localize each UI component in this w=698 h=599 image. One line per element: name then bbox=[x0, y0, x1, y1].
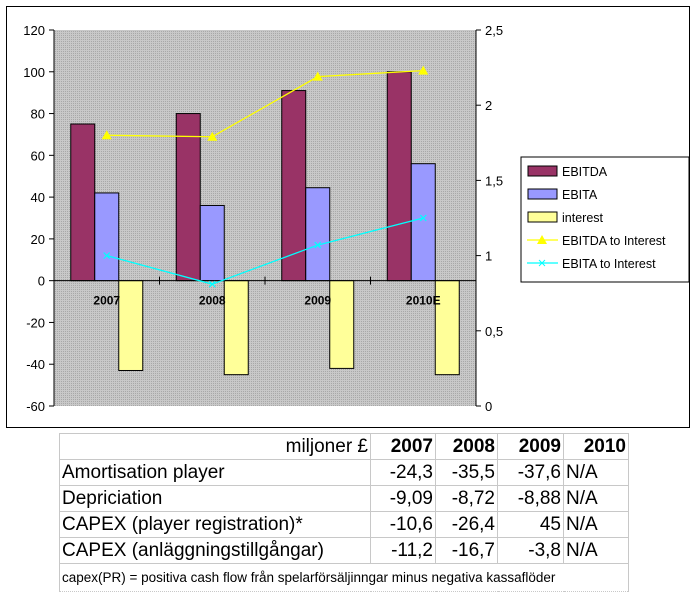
cell-value: N/A bbox=[563, 485, 629, 512]
legend-label: EBITA bbox=[562, 188, 598, 202]
legend-swatch bbox=[527, 188, 558, 200]
cell-value: -8,72 bbox=[435, 485, 498, 512]
marker-x bbox=[314, 241, 322, 249]
left-tick-label: 0 bbox=[38, 274, 45, 289]
category-label: 2007 bbox=[93, 294, 120, 308]
left-tick-label: 60 bbox=[31, 148, 45, 163]
category-label: 2008 bbox=[199, 294, 226, 308]
table-footnote-row: capex(PR) = positiva cash flow från spel… bbox=[59, 563, 629, 592]
cell-value: N/A bbox=[563, 511, 629, 538]
legend-label: EBITDA to Interest bbox=[562, 234, 666, 248]
bar-ebita bbox=[305, 187, 331, 282]
marker-x bbox=[208, 280, 216, 288]
year-header: 2007 bbox=[370, 433, 436, 460]
category-label: 2009 bbox=[304, 294, 331, 308]
cell-value: -3,8 bbox=[497, 537, 564, 564]
cell-value: -35,5 bbox=[435, 459, 498, 486]
bar-ebita bbox=[94, 192, 120, 282]
line-ebita-to-interest bbox=[106, 217, 424, 285]
table-header-row: miljoner £ 2007 2008 2009 2010 bbox=[59, 433, 629, 460]
year-header: 2009 bbox=[497, 433, 564, 460]
cell-value: -11,2 bbox=[370, 537, 436, 564]
cell-value: -37,6 bbox=[497, 459, 564, 486]
marker-x-stroke bbox=[208, 280, 216, 288]
bar-ebitda bbox=[70, 123, 96, 282]
right-tick-label: 1 bbox=[485, 249, 492, 264]
legend-label: interest bbox=[562, 211, 604, 225]
row-label: CAPEX (anläggningstillgångar) bbox=[59, 537, 371, 564]
table-row: Amortisation player -24,3 -35,5 -37,6 N/… bbox=[59, 459, 629, 486]
table-row: Depriciation -9,09 -8,72 -8,88 N/A bbox=[59, 485, 629, 512]
marker-x-stroke bbox=[103, 252, 111, 260]
financial-table: miljoner £ 2007 2008 2009 2010 Amortisat… bbox=[59, 433, 629, 592]
marker-x-stroke bbox=[314, 241, 322, 249]
marker-x bbox=[419, 214, 427, 222]
marker-x bbox=[103, 252, 111, 260]
legend-swatch bbox=[527, 211, 558, 223]
marker-x-stroke bbox=[419, 214, 427, 222]
marker-triangle bbox=[418, 65, 429, 75]
legend-swatch bbox=[527, 165, 558, 177]
line-ebitda-to-interest bbox=[106, 69, 424, 138]
footnote: capex(PR) = positiva cash flow från spel… bbox=[59, 563, 629, 592]
cell-value: N/A bbox=[563, 537, 629, 564]
bar-ebitda bbox=[175, 113, 201, 282]
right-tick-label: 0 bbox=[485, 399, 492, 414]
bar-interest bbox=[434, 280, 460, 376]
right-tick-label: 0,5 bbox=[485, 324, 503, 339]
marker-triangle bbox=[207, 131, 218, 141]
legend-label: EBITDA bbox=[562, 165, 608, 179]
cell-value: N/A bbox=[563, 459, 629, 486]
table-row: CAPEX (player registration)* -10,6 -26,4… bbox=[59, 511, 629, 538]
legend-marker-x bbox=[538, 259, 546, 267]
left-tick-label: 20 bbox=[31, 232, 45, 247]
cell-value: -9,09 bbox=[370, 485, 436, 512]
year-header: 2008 bbox=[435, 433, 498, 460]
cell-value: -16,7 bbox=[435, 537, 498, 564]
category-label: 2010E bbox=[406, 294, 441, 308]
combo-chart: 120 100 80 60 40 20 0 -20 -40 -60 2,5 2 1,5 1 0,5 0 20… bbox=[23, 23, 690, 414]
year-header: 2010 bbox=[563, 433, 629, 460]
right-tick-label: 2,5 bbox=[485, 23, 503, 38]
cell-value: -10,6 bbox=[370, 511, 436, 538]
legend-marker-triangle bbox=[537, 235, 547, 244]
left-tick-label: 40 bbox=[31, 190, 45, 205]
unit-header: miljoner £ bbox=[59, 433, 371, 460]
chart-container: 120 100 80 60 40 20 0 -20 -40 -60 2,5 2 1,5 1 0,5 0 20… bbox=[6, 6, 690, 428]
legend: EBITDA EBITA interest EBITDA to Interest EBI… bbox=[520, 156, 690, 283]
left-tick-label: 100 bbox=[23, 65, 45, 80]
cell-value: -26,4 bbox=[435, 511, 498, 538]
left-tick-label: -40 bbox=[26, 357, 45, 372]
marker-triangle bbox=[312, 71, 323, 81]
bar-ebita bbox=[410, 163, 436, 282]
bar-ebitda bbox=[386, 71, 412, 282]
marker-triangle bbox=[101, 130, 112, 140]
bar-ebitda bbox=[281, 90, 307, 282]
cell-value: -24,3 bbox=[370, 459, 436, 486]
bar-interest bbox=[329, 280, 355, 369]
row-label: CAPEX (player registration)* bbox=[59, 511, 371, 538]
left-tick-label: 120 bbox=[23, 23, 45, 38]
bar-ebita bbox=[199, 204, 225, 282]
row-label: Depriciation bbox=[59, 485, 371, 512]
bar-interest bbox=[223, 280, 249, 376]
legend-label: EBITA to Interest bbox=[562, 257, 656, 271]
left-tick-label: -60 bbox=[26, 399, 45, 414]
cell-value: -8,88 bbox=[497, 485, 564, 512]
right-tick-label: 2 bbox=[485, 98, 492, 113]
row-label: Amortisation player bbox=[59, 459, 371, 486]
bar-interest bbox=[118, 280, 144, 371]
right-tick-label: 1,5 bbox=[485, 173, 503, 188]
left-tick-label: 80 bbox=[31, 107, 45, 122]
left-tick-label: -20 bbox=[26, 315, 45, 330]
cell-value: 45 bbox=[497, 511, 564, 538]
table-row: CAPEX (anläggningstillgångar) -11,2 -16,… bbox=[59, 537, 629, 564]
